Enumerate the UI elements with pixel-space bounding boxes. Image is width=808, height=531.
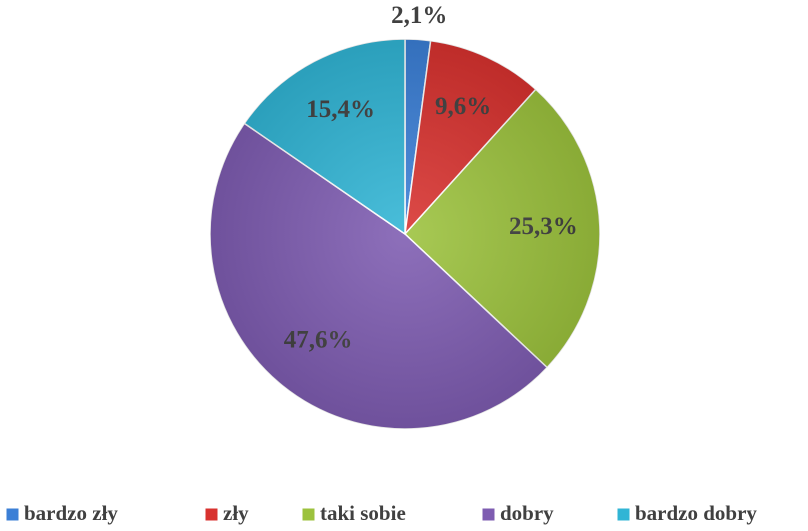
data-label: 9,6%: [435, 93, 491, 120]
legend-label: zły: [223, 501, 249, 525]
legend-label: bardzo zły: [24, 501, 118, 525]
data-label: 25,3%: [509, 213, 578, 240]
legend-swatch: [204, 507, 219, 522]
legend-swatch: [301, 507, 316, 522]
legend-swatch: [481, 507, 496, 522]
data-label: 47,6%: [284, 327, 353, 354]
legend-label: dobry: [500, 501, 554, 525]
legend-label: taki sobie: [320, 501, 406, 525]
legend-swatch: [5, 507, 20, 522]
data-label: 2,1%: [391, 2, 447, 29]
legend-swatch: [616, 507, 631, 522]
legend-label: bardzo dobry: [635, 501, 757, 525]
data-label: 15,4%: [306, 96, 375, 123]
